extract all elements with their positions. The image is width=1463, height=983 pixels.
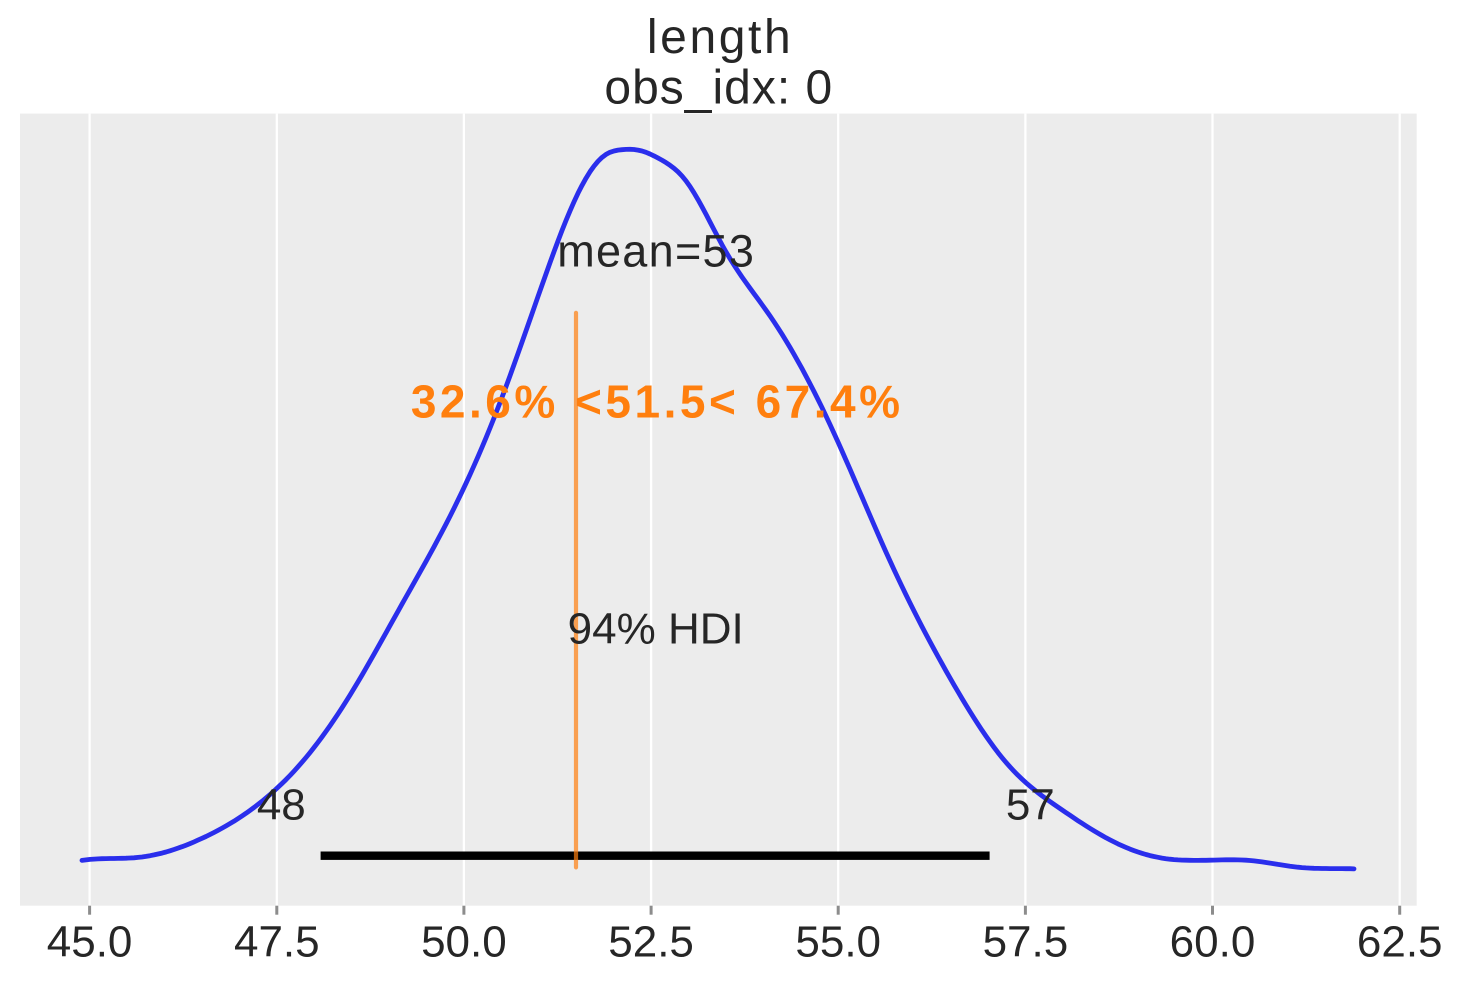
svg-text:55.0: 55.0 (795, 917, 881, 966)
svg-text:62.5: 62.5 (1357, 917, 1443, 966)
svg-text:length: length (647, 11, 793, 64)
svg-text:mean=53: mean=53 (557, 226, 755, 277)
svg-text:57: 57 (1006, 781, 1055, 830)
svg-text:obs_idx: 0: obs_idx: 0 (604, 61, 833, 114)
svg-text:60.0: 60.0 (1170, 917, 1256, 966)
svg-text:45.0: 45.0 (47, 917, 133, 966)
svg-text:57.5: 57.5 (983, 917, 1069, 966)
svg-text:32.6% <51.5< 67.4%: 32.6% <51.5< 67.4% (411, 376, 904, 428)
svg-text:94% HDI: 94% HDI (568, 604, 744, 653)
svg-text:50.0: 50.0 (421, 917, 507, 966)
svg-text:47.5: 47.5 (234, 917, 320, 966)
svg-text:52.5: 52.5 (608, 917, 694, 966)
svg-text:48: 48 (257, 781, 306, 830)
